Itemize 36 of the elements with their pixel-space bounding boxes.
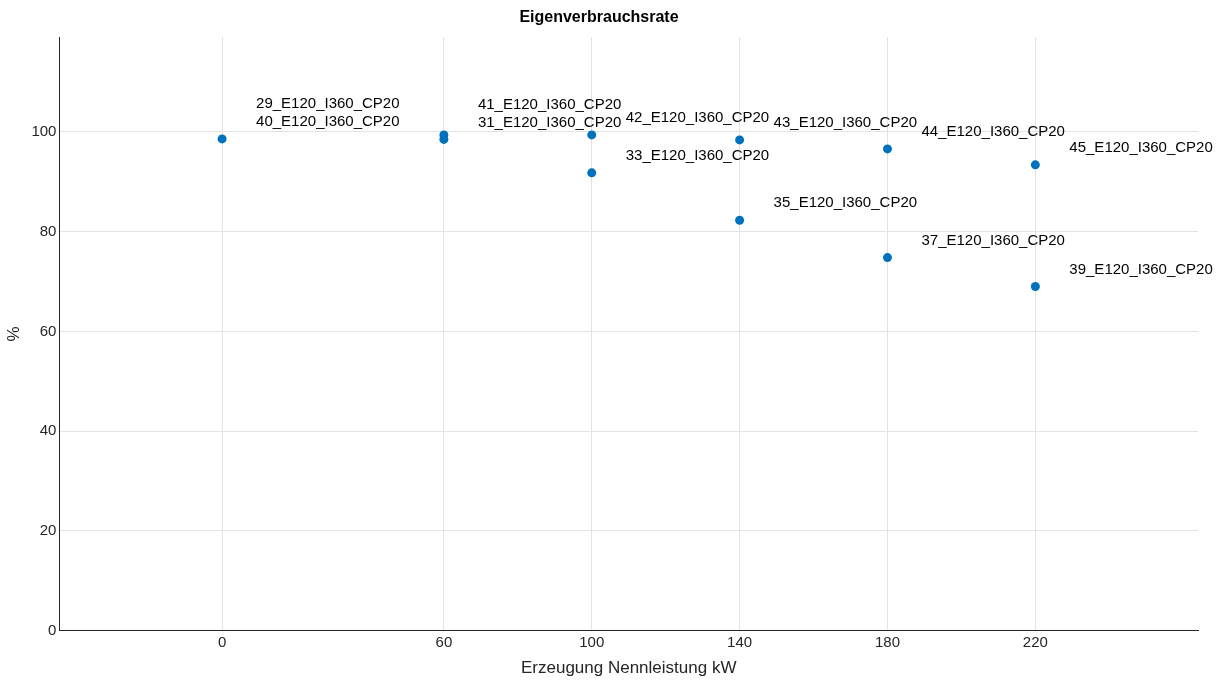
x-tick-label: 180	[874, 632, 900, 650]
annotation: 45_E120_I360_CP20	[1069, 138, 1213, 155]
point	[587, 168, 597, 178]
annotation: 35_E120_I360_CP20	[773, 193, 918, 211]
y-tick-label: 0	[48, 620, 57, 638]
point	[882, 144, 892, 154]
x-tick-label: 220	[1022, 632, 1048, 650]
point	[735, 215, 745, 225]
annotation: 41_E120_I360_CP20	[477, 94, 622, 112]
point	[587, 130, 597, 140]
x-tick-label: 60	[435, 632, 453, 650]
y-tick-label: 80	[39, 221, 57, 239]
y-axis-title: %	[3, 326, 23, 342]
annotation: 44_E120_I360_CP20	[921, 122, 1065, 140]
y-tick-label: 100	[31, 122, 57, 140]
annotation: 31_E120_I360_CP20	[477, 112, 622, 130]
annotation: 42_E120_I360_CP20	[625, 108, 770, 126]
x-tick-label: 0	[217, 632, 227, 650]
annotation: 37_E120_I360_CP20	[921, 230, 1065, 248]
point	[882, 253, 892, 263]
annotation: 33_E120_I360_CP20	[625, 145, 770, 163]
annotation: 29_E120_I360_CP20	[256, 94, 400, 112]
annotation: 39_E120_I360_CP20	[1069, 259, 1213, 277]
y-tick-label: 20	[39, 521, 57, 539]
point	[217, 134, 227, 144]
x-tick-label: 140	[727, 632, 753, 650]
x-tick-label: 100	[579, 632, 605, 650]
annotation: 43_E120_I360_CP20	[773, 113, 918, 131]
point	[1030, 282, 1040, 292]
y-tick-label: 40	[39, 421, 57, 439]
chart-title: Eigenverbrauchsrate	[519, 8, 679, 26]
x-axis-title: Erzeugung Nennleistung kW	[520, 658, 737, 678]
point	[735, 135, 745, 145]
y-tick-label: 60	[39, 321, 57, 339]
annotation: 40_E120_I360_CP20	[256, 112, 400, 130]
point	[1030, 160, 1040, 170]
